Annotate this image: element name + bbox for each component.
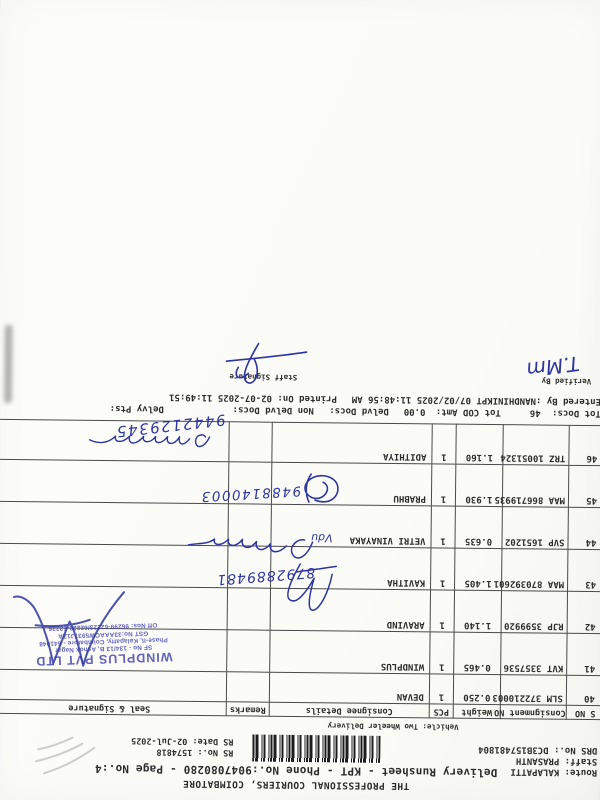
staff-signature — [225, 342, 308, 384]
staff-value: PRASANTH — [515, 755, 560, 766]
row42-signature — [287, 563, 338, 611]
faint-scribble — [35, 736, 96, 775]
tot-cod-label: Tot COD Amt: — [435, 406, 501, 418]
cell-consignment: MAA 866719935 — [494, 464, 569, 508]
header-seal: Seal & Signature — [0, 699, 227, 716]
row45-signature — [304, 473, 339, 503]
cell-pcs: 1 — [431, 423, 457, 465]
cell-s-no: 44 — [567, 507, 600, 550]
header-consignee: Consignee Details — [269, 702, 430, 718]
cell-remarks — [226, 629, 271, 673]
cell-pcs: 1 — [430, 589, 455, 633]
rs-no-line: RS No.: 1574818 — [156, 747, 233, 758]
tot-docs: Tot Docs: 46 — [530, 407, 600, 418]
cell-consignment: SLM 372210003 — [492, 674, 567, 706]
cell-consignment: SVP 1651202 — [501, 506, 569, 550]
row44-signature — [187, 538, 314, 559]
cell-pcs: 1 — [429, 673, 454, 705]
scan-edge-smudge — [3, 324, 13, 403]
cell-pcs: 1 — [430, 547, 455, 591]
rs-no-label: RS No.: — [197, 746, 234, 758]
header-s-no: S NO — [566, 705, 600, 720]
row46-name-scribble — [88, 434, 211, 448]
cell-remarks — [226, 671, 270, 703]
drs-line: DRS No.: DC3B157481804 — [478, 744, 597, 755]
route-line: Route: KALAPATTI — [510, 766, 597, 777]
rs-date-line: RS Date: 02-Jul-2025 — [131, 735, 233, 746]
tot-docs-label: Tot Docs: — [552, 407, 600, 419]
drs-value: DC3B157481804 — [478, 743, 549, 755]
cell-weight: 1.160 — [455, 424, 504, 465]
header-consignment: Consignment NO — [494, 704, 567, 720]
staff-label: Staff: — [564, 755, 598, 767]
cell-weight: 0.465 — [453, 632, 502, 675]
route-label: Route: — [564, 766, 598, 778]
tot-docs-value: 46 — [529, 407, 541, 418]
cell-s-no: 42 — [567, 591, 600, 634]
cell-s-no: 43 — [567, 549, 600, 592]
cell-consignment: RJP 3599920 — [501, 590, 568, 634]
cell-s-no: 45 — [568, 465, 600, 508]
cell-pcs: 1 — [430, 505, 456, 549]
rs-date-value: 02-Jul-2025 — [131, 735, 188, 746]
cell-weight: 1.140 — [454, 590, 502, 633]
cell-consignee: WINDPLUS — [269, 630, 431, 674]
delvd-docs-label: Delvd Docs: — [329, 405, 389, 416]
cell-pcs: 1 — [431, 463, 456, 507]
route-value: KALAPATTI — [510, 766, 560, 777]
header-pcs: PCS — [429, 703, 454, 719]
cell-consignment: KVT 3357536 — [500, 632, 568, 676]
rs-date-label: RS Date: — [192, 735, 234, 747]
cell-pcs: 1 — [429, 631, 455, 675]
cell-consignee: ADITHIYA — [271, 422, 433, 464]
cell-s-no: 46 — [568, 425, 600, 466]
stamp-signature-flourish — [12, 591, 125, 667]
rs-no-value: 1574818 — [156, 746, 193, 757]
drs-label: DRS No.: — [553, 744, 598, 756]
cell-consignee: DEVAN — [269, 672, 430, 704]
tot-cod: Tot COD Amt: 0.00 — [404, 406, 501, 417]
cell-weight: 0.635 — [454, 506, 503, 549]
cell-consignment: TRZ 10051324 — [500, 424, 570, 466]
cell-s-no: 41 — [566, 633, 600, 676]
entered-by-line: Entered By :NANDHINIKPT 07/02/2025 11:48… — [351, 393, 600, 407]
staff-line: Staff: PRASANTH — [516, 755, 597, 766]
barcode-icon — [252, 734, 381, 763]
tot-cod-value: 0.00 — [403, 406, 426, 417]
delvy-pts-label: Delvy Pts: — [109, 403, 164, 414]
printed-on-line: Printed On: 02-07-2025 11:49:51 — [168, 391, 338, 404]
cell-s-no: 40 — [566, 675, 600, 706]
cell-seal — [0, 459, 229, 504]
vehicle-line: Vehicle: Two Wheeler Delivery — [327, 721, 459, 732]
cell-remarks — [228, 421, 273, 463]
header-remarks: Remarks — [226, 701, 270, 717]
cell-remarks — [227, 587, 271, 631]
cell-consignment: MAA 870392601 — [494, 548, 568, 592]
non-delvd-docs-label: Non Delvd Docs: — [232, 404, 314, 416]
